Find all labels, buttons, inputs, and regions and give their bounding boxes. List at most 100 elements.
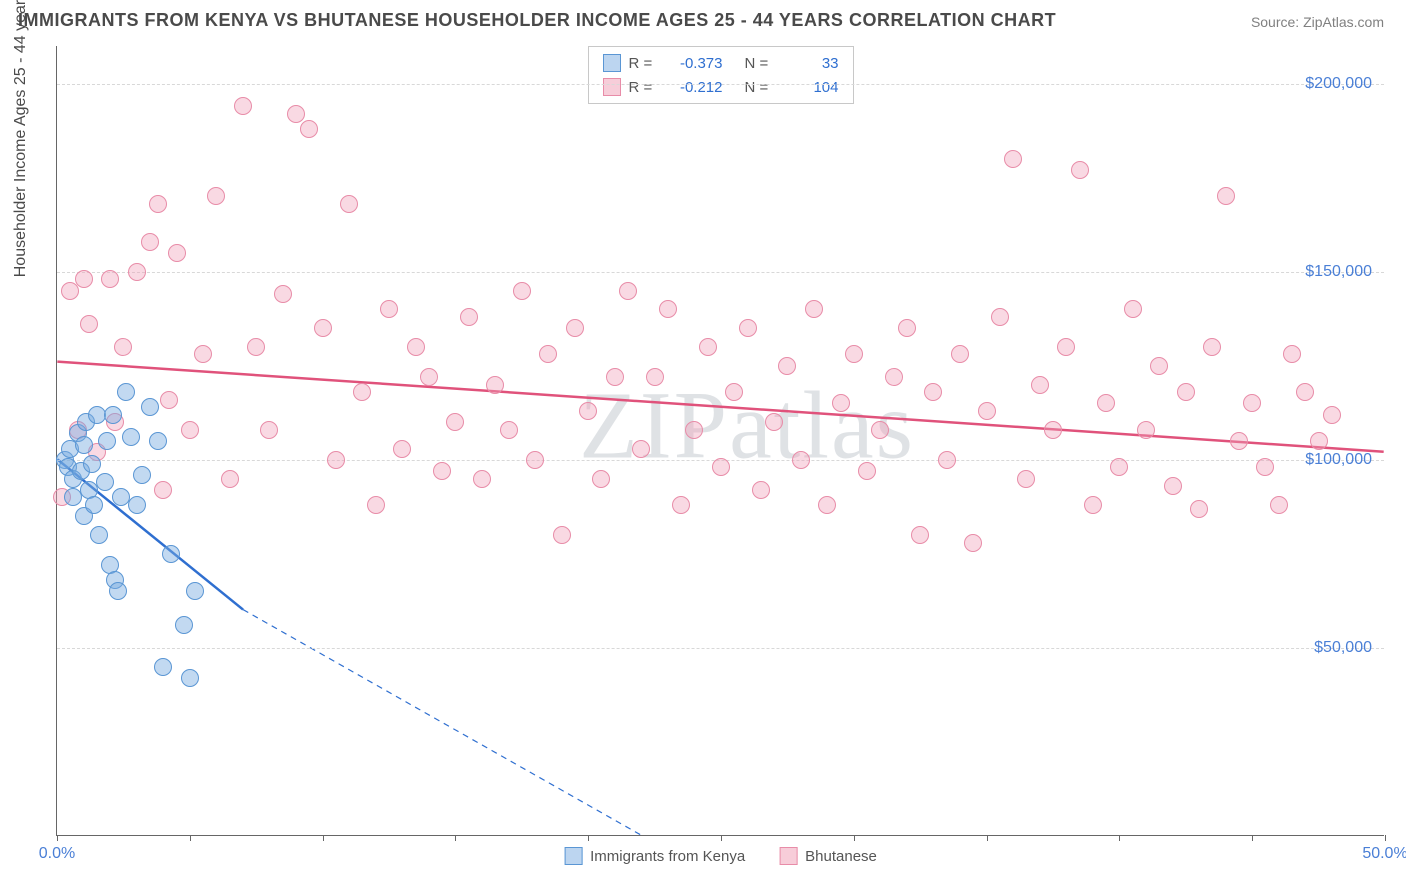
data-point (685, 421, 703, 439)
trend-line-extrapolated (243, 610, 641, 835)
data-point (526, 451, 544, 469)
data-point (149, 432, 167, 450)
x-tick (1252, 835, 1253, 841)
legend-swatch (779, 847, 797, 865)
legend-item: Immigrants from Kenya (564, 847, 745, 865)
data-point (951, 345, 969, 363)
data-point (1044, 421, 1062, 439)
data-point (83, 455, 101, 473)
data-point (75, 436, 93, 454)
data-point (632, 440, 650, 458)
x-tick (323, 835, 324, 841)
data-point (1256, 458, 1274, 476)
y-tick-label: $150,000 (1305, 263, 1372, 281)
data-point (109, 582, 127, 600)
y-tick-label: $50,000 (1314, 639, 1372, 657)
data-point (300, 120, 318, 138)
legend-label: Immigrants from Kenya (590, 848, 745, 865)
data-point (885, 368, 903, 386)
data-point (1110, 458, 1128, 476)
data-point (122, 428, 140, 446)
data-point (154, 481, 172, 499)
data-point (473, 470, 491, 488)
data-point (832, 394, 850, 412)
x-tick-label: 50.0% (1362, 845, 1406, 863)
data-point (539, 345, 557, 363)
data-point (646, 368, 664, 386)
data-point (672, 496, 690, 514)
data-point (712, 458, 730, 476)
data-point (141, 398, 159, 416)
source-attribution: Source: ZipAtlas.com (1251, 14, 1384, 30)
data-point (367, 496, 385, 514)
data-point (898, 319, 916, 337)
x-tick-label: 0.0% (39, 845, 75, 863)
data-point (1283, 345, 1301, 363)
x-tick (57, 835, 58, 841)
data-point (659, 300, 677, 318)
x-tick (455, 835, 456, 841)
data-point (194, 345, 212, 363)
data-point (699, 338, 717, 356)
data-point (149, 195, 167, 213)
data-point (978, 402, 996, 420)
x-tick (721, 835, 722, 841)
data-point (133, 466, 151, 484)
data-point (606, 368, 624, 386)
stats-legend-row: R =-0.373N =33 (603, 51, 839, 75)
data-point (260, 421, 278, 439)
y-tick-label: $200,000 (1305, 75, 1372, 93)
data-point (858, 462, 876, 480)
data-point (181, 669, 199, 687)
data-point (1084, 496, 1102, 514)
trend-line (57, 362, 1383, 452)
data-point (85, 496, 103, 514)
data-point (141, 233, 159, 251)
data-point (871, 421, 889, 439)
legend-swatch (603, 78, 621, 96)
data-point (186, 582, 204, 600)
data-point (1230, 432, 1248, 450)
x-tick (987, 835, 988, 841)
data-point (460, 308, 478, 326)
data-point (128, 496, 146, 514)
data-point (168, 244, 186, 262)
data-point (1323, 406, 1341, 424)
grid-line (57, 648, 1384, 649)
data-point (805, 300, 823, 318)
data-point (75, 270, 93, 288)
x-tick (190, 835, 191, 841)
data-point (592, 470, 610, 488)
data-point (778, 357, 796, 375)
legend-swatch (603, 54, 621, 72)
data-point (114, 338, 132, 356)
stat-n-value: 104 (781, 79, 839, 96)
y-tick-label: $100,000 (1305, 451, 1372, 469)
data-point (1164, 477, 1182, 495)
series-legend: Immigrants from KenyaBhutanese (564, 847, 877, 865)
data-point (1270, 496, 1288, 514)
stat-label: N = (745, 79, 773, 96)
data-point (752, 481, 770, 499)
data-point (964, 534, 982, 552)
data-point (162, 545, 180, 563)
data-point (380, 300, 398, 318)
data-point (104, 406, 122, 424)
chart-title: IMMIGRANTS FROM KENYA VS BHUTANESE HOUSE… (18, 10, 1056, 31)
data-point (327, 451, 345, 469)
data-point (513, 282, 531, 300)
stat-r-value: -0.212 (665, 79, 723, 96)
x-tick (588, 835, 589, 841)
data-point (274, 285, 292, 303)
data-point (911, 526, 929, 544)
data-point (1203, 338, 1221, 356)
stat-label: N = (745, 55, 773, 72)
data-point (234, 97, 252, 115)
data-point (90, 526, 108, 544)
x-tick (1119, 835, 1120, 841)
data-point (407, 338, 425, 356)
data-point (938, 451, 956, 469)
data-point (1057, 338, 1075, 356)
stat-r-value: -0.373 (665, 55, 723, 72)
stat-n-value: 33 (781, 55, 839, 72)
